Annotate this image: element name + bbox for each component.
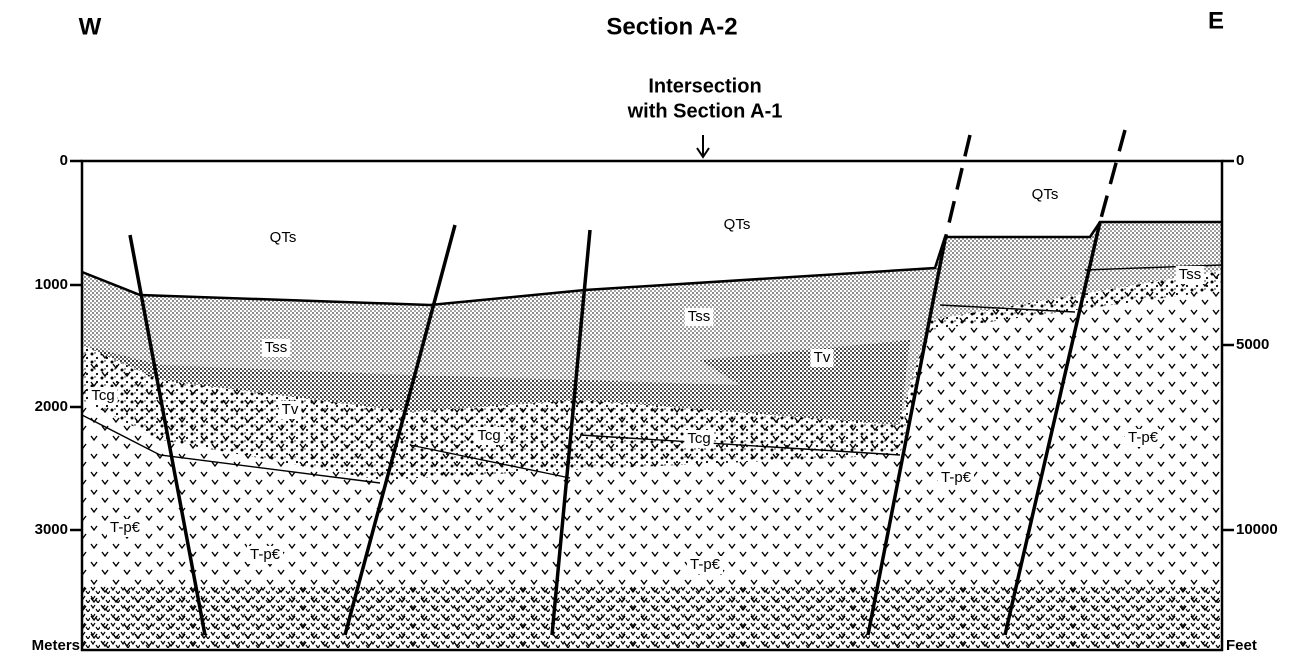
unit-label: Tcg [91, 387, 114, 404]
strata [82, 161, 1222, 650]
left-unit: Meters [32, 637, 80, 654]
east-label: E [1208, 7, 1224, 34]
left-tick: 3000 [35, 521, 68, 538]
unit-label: T-p€ [690, 556, 721, 573]
unit-label: Tcg [687, 430, 710, 447]
intersection-arrow [697, 135, 709, 157]
right-unit: Feet [1226, 637, 1257, 654]
left-tick: 2000 [35, 398, 68, 415]
unit-label: Tcg [477, 427, 500, 444]
right-tick: 0 [1236, 152, 1244, 169]
unit-label: T-p€ [941, 469, 972, 486]
unit-label: QTs [1032, 186, 1059, 203]
unit-label: Tss [1179, 266, 1202, 283]
unit-label: Tss [265, 339, 288, 356]
left-tick: 0 [60, 152, 68, 169]
annotation: with Section A-1 [627, 100, 783, 122]
title: Section A-2 [606, 13, 737, 40]
annotation: Intersection [648, 75, 761, 97]
right-tick: 5000 [1236, 336, 1269, 353]
unit-label: Tv [282, 401, 299, 418]
unit-label: T-p€ [1128, 429, 1159, 446]
unit-label: Tss [688, 308, 711, 325]
cross-section: W Section A-2 E Intersection with Sectio… [0, 0, 1302, 656]
unit-label: T-p€ [110, 519, 141, 536]
west-label: W [79, 13, 102, 40]
unit-label: T-p€ [250, 546, 281, 563]
unit-label: Tv [814, 349, 831, 366]
unit-label: QTs [724, 216, 751, 233]
unit-label: QTs [270, 229, 297, 246]
right-tick: 10000 [1236, 521, 1278, 538]
left-tick: 1000 [35, 276, 68, 293]
